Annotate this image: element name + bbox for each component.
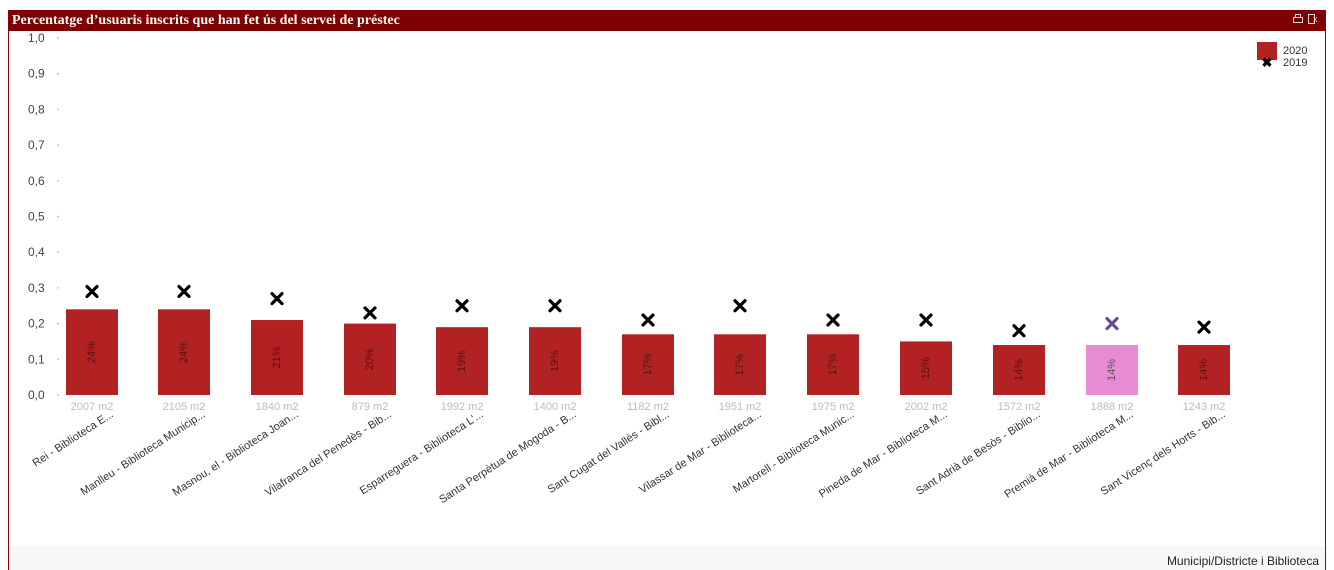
bar-data-label: 24% — [86, 341, 98, 363]
y-tick-mark — [57, 144, 59, 146]
y-tick-mark — [57, 73, 59, 75]
bar-data-label: 14% — [1106, 359, 1118, 381]
y-tick-mark — [57, 108, 59, 111]
y-tick-label: 0,1 — [28, 352, 45, 366]
bar-2020 — [158, 309, 210, 395]
legend-marker-2019: ✖ — [1261, 55, 1273, 70]
area-label: 1243 m2 — [1183, 401, 1226, 413]
y-tick-label: 0,5 — [28, 210, 45, 224]
y-tick-mark — [57, 394, 59, 396]
legend-label-2019: 2019 — [1283, 57, 1308, 69]
marker-2019 — [85, 284, 99, 299]
bar-2020 — [344, 323, 396, 395]
area-label: 2105 m2 — [163, 401, 206, 413]
legend-item-2020[interactable]: 2020 — [1257, 42, 1307, 60]
bar-data-label: 17% — [827, 353, 839, 375]
marker-2019 — [1012, 324, 1026, 338]
bar-data-label: 14% — [1198, 359, 1210, 381]
marker-2019 — [641, 313, 655, 327]
legend: 2020 ✖ 2019 — [1257, 42, 1307, 70]
y-tick-mark — [57, 215, 59, 218]
area-label: 1572 m2 — [998, 401, 1041, 413]
bar-2020 — [1086, 345, 1138, 395]
legend-item-2019[interactable]: ✖ 2019 — [1257, 55, 1308, 70]
printer-icon[interactable] — [1292, 13, 1304, 25]
area-label: 1888 m2 — [1091, 401, 1134, 413]
area-label: 1951 m2 — [719, 401, 762, 413]
y-tick-mark — [57, 180, 59, 182]
bar-data-label: 21% — [271, 346, 283, 368]
x-axis-title: Municipi/Districte i Biblioteca — [1166, 554, 1319, 568]
area-label: 2002 m2 — [905, 401, 948, 413]
title-bar: Percentatge d’usuaris inscrits que han f… — [9, 10, 1325, 31]
legend-label-2020: 2020 — [1283, 45, 1308, 57]
marker-2019 — [733, 299, 747, 313]
area-label: 2007 m2 — [71, 401, 114, 413]
chart-panel: Percentatge d’usuaris inscrits que han f… — [8, 10, 1326, 570]
bar-data-label: 15% — [920, 357, 932, 379]
bar-data-label: 17% — [734, 353, 746, 375]
chart-title: Percentatge d’usuaris inscrits que han f… — [12, 13, 400, 28]
y-tick-mark — [57, 322, 59, 325]
y-tick-label: 1,0 — [28, 31, 45, 45]
area-label: 1992 m2 — [441, 401, 484, 413]
y-tick-mark — [57, 358, 59, 360]
bar-2020 — [900, 341, 952, 395]
y-tick-label: 0,6 — [28, 174, 45, 188]
y-tick-label: 0,8 — [28, 102, 45, 116]
area-label: 1400 m2 — [534, 401, 577, 413]
bar-data-label: 20% — [364, 348, 376, 370]
marker-2019 — [1105, 317, 1119, 331]
bar-2020 — [622, 334, 674, 395]
bar-2020 — [251, 320, 303, 395]
area-label: 1182 m2 — [627, 401, 669, 413]
export-icon[interactable] — [1307, 13, 1319, 25]
marker-2019 — [455, 299, 469, 313]
legend-swatch-2020 — [1257, 42, 1277, 60]
bar-2020 — [993, 345, 1045, 395]
bar-data-label: 19% — [456, 350, 468, 372]
x-axis-title-strip: Municipi/Districte i Biblioteca — [9, 546, 1325, 570]
y-tick-label: 0,9 — [28, 67, 45, 81]
marker-2019 — [548, 299, 562, 313]
bar-data-label: 17% — [642, 353, 654, 375]
bar-data-label: 24% — [178, 341, 190, 363]
y-tick-label: 0,3 — [28, 281, 45, 295]
bar-2020 — [436, 327, 488, 395]
y-tick-label: 0,2 — [28, 317, 45, 331]
y-tick-label: 0,0 — [28, 388, 45, 402]
y-tick-mark — [57, 251, 59, 253]
y-tick-mark — [57, 37, 59, 39]
bar-data-label: 14% — [1013, 359, 1025, 381]
bar-2020 — [807, 334, 859, 395]
marker-2019 — [919, 313, 933, 327]
area-label: 1840 m2 — [256, 401, 299, 413]
bar-2020 — [1178, 345, 1230, 395]
category-label: Rei - Biblioteca E... — [31, 408, 116, 469]
y-tick-label: 0,4 — [28, 245, 45, 259]
area-label: 879 m2 — [352, 401, 389, 413]
marker-2019 — [1197, 320, 1211, 334]
y-tick-mark — [57, 287, 59, 289]
bar-2020 — [529, 327, 581, 395]
y-tick-label: 0,7 — [28, 138, 45, 152]
marker-2019 — [363, 306, 377, 320]
marker-2019 — [177, 284, 191, 299]
bar-2020 — [66, 309, 118, 395]
area-label: 1975 m2 — [812, 401, 855, 413]
marker-2019 — [826, 313, 840, 327]
marker-2019 — [270, 292, 284, 306]
bar-data-label: 19% — [549, 350, 561, 372]
bar-2020 — [714, 334, 766, 395]
title-toolbar — [1292, 13, 1319, 25]
